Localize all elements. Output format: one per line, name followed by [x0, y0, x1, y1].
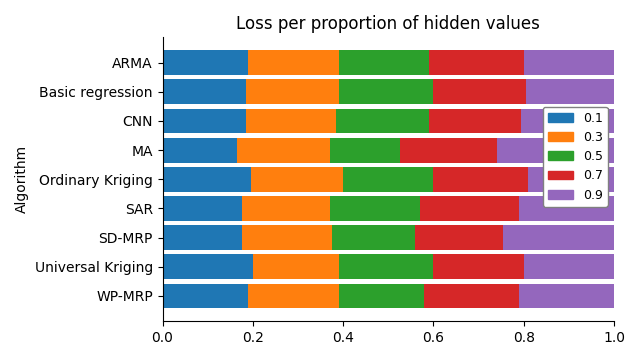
Bar: [248, 50, 339, 75]
Bar: [339, 50, 429, 75]
Bar: [429, 109, 522, 133]
Bar: [433, 80, 526, 104]
Y-axis label: Algorithm: Algorithm: [15, 145, 29, 213]
Title: Loss per proportion of hidden values: Loss per proportion of hidden values: [236, 15, 540, 33]
Bar: [433, 167, 528, 192]
Bar: [497, 138, 614, 162]
Bar: [246, 80, 339, 104]
Bar: [399, 138, 497, 162]
Bar: [433, 255, 524, 279]
Bar: [246, 109, 337, 133]
Bar: [330, 138, 399, 162]
Bar: [163, 196, 241, 221]
Bar: [241, 225, 332, 250]
Legend: 0.1, 0.3, 0.5, 0.7, 0.9: 0.1, 0.3, 0.5, 0.7, 0.9: [543, 107, 608, 207]
Bar: [163, 167, 251, 192]
Bar: [163, 109, 246, 133]
Bar: [415, 225, 504, 250]
Bar: [519, 284, 614, 309]
Bar: [343, 167, 433, 192]
Bar: [522, 109, 614, 133]
Bar: [253, 255, 339, 279]
Bar: [424, 284, 519, 309]
Bar: [339, 255, 433, 279]
Bar: [528, 167, 614, 192]
Bar: [337, 109, 429, 133]
Bar: [248, 284, 339, 309]
Bar: [332, 225, 415, 250]
Bar: [526, 80, 614, 104]
Bar: [163, 80, 246, 104]
Bar: [163, 255, 253, 279]
Bar: [163, 225, 241, 250]
Bar: [339, 80, 433, 104]
Bar: [237, 138, 330, 162]
Bar: [330, 196, 420, 221]
Bar: [163, 138, 237, 162]
Bar: [524, 255, 614, 279]
Bar: [524, 50, 614, 75]
Bar: [429, 50, 524, 75]
Bar: [504, 225, 614, 250]
Bar: [339, 284, 424, 309]
Bar: [163, 50, 248, 75]
Bar: [241, 196, 330, 221]
Bar: [519, 196, 614, 221]
Bar: [163, 284, 248, 309]
Bar: [420, 196, 519, 221]
Bar: [251, 167, 343, 192]
